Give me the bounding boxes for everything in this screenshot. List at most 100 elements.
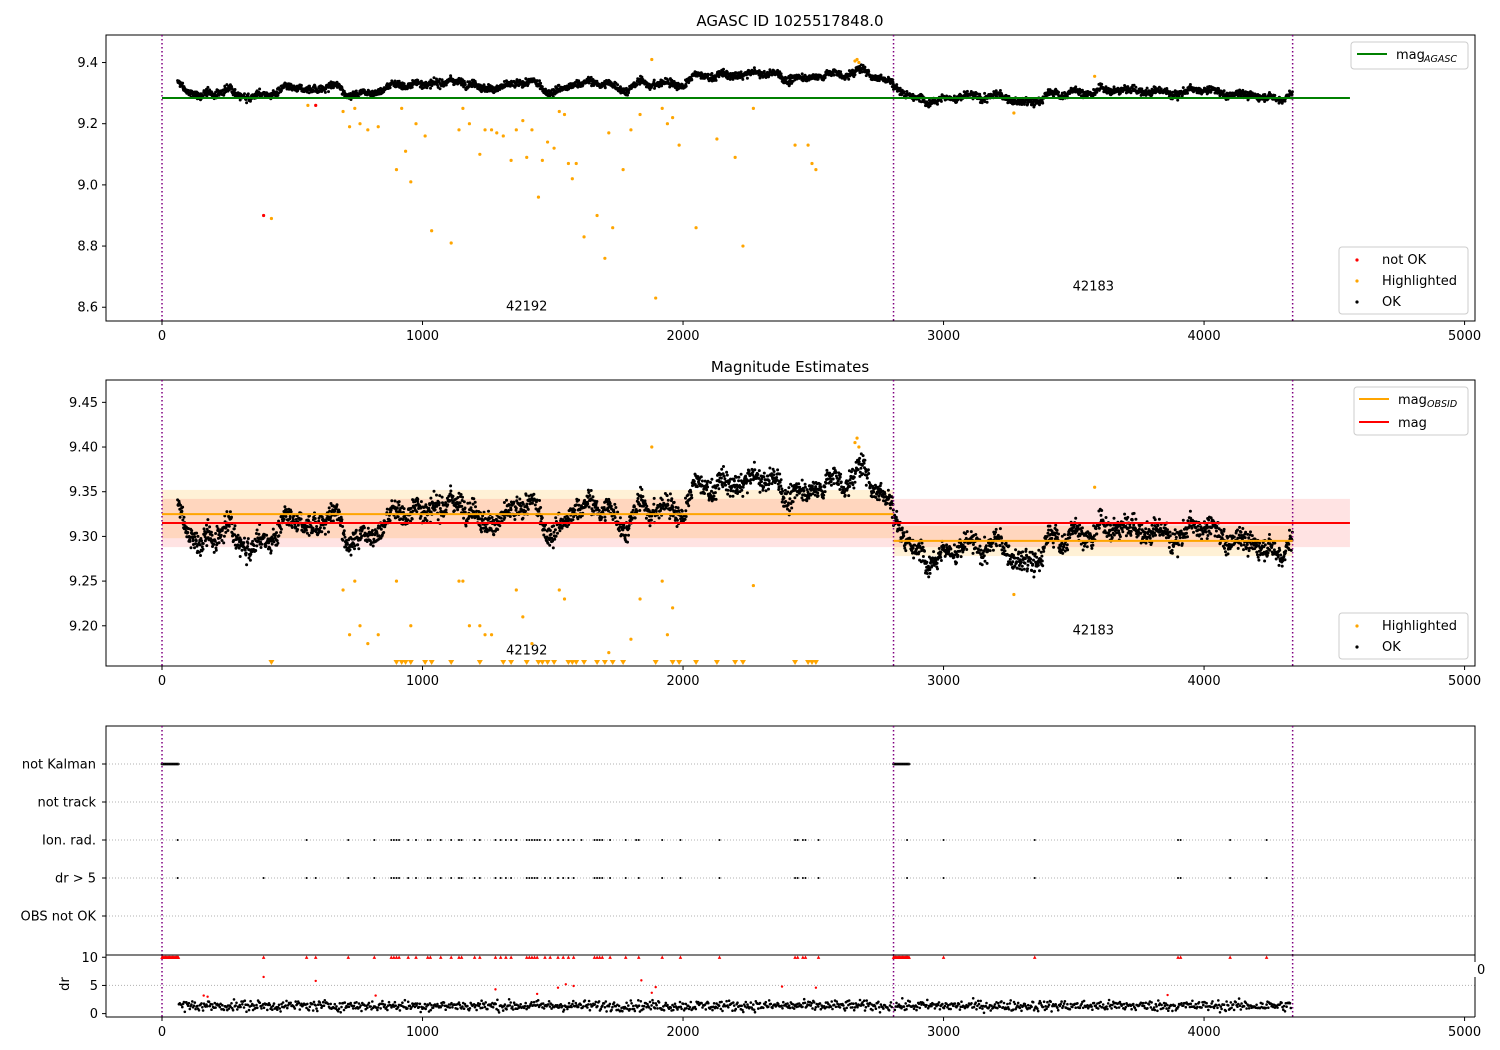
ok-point	[668, 517, 672, 521]
ok-point	[1186, 91, 1189, 95]
highlighted-point	[621, 167, 625, 172]
ok-point	[622, 88, 626, 92]
ok-point	[633, 505, 636, 509]
ok-point	[258, 87, 262, 91]
ok-point	[589, 75, 593, 79]
highlighted-point	[638, 112, 642, 117]
ok-point	[246, 537, 250, 541]
ok-point	[341, 538, 345, 542]
ok-point	[435, 493, 438, 497]
ok-point	[1112, 85, 1116, 89]
ok-point	[652, 78, 656, 82]
highlighted-point	[582, 235, 586, 239]
ok-point	[440, 495, 444, 499]
ok-point	[608, 501, 612, 505]
highlighted-point	[414, 122, 418, 126]
ok-point	[277, 534, 281, 538]
ok-point	[458, 501, 462, 505]
ok-point	[205, 544, 209, 548]
ok-point	[684, 84, 688, 88]
highlighted-point	[694, 226, 698, 230]
ok-point	[209, 530, 213, 534]
ok-point	[509, 508, 513, 512]
ok-point	[410, 517, 414, 521]
ok-point	[877, 79, 881, 83]
ok-point	[259, 546, 263, 549]
ok-point	[232, 527, 236, 531]
ok-point	[895, 83, 899, 87]
ok-point	[713, 491, 717, 495]
highlighted-point	[514, 128, 518, 132]
ok-point	[548, 543, 552, 547]
ok-point	[1132, 83, 1136, 87]
ok-point	[254, 549, 258, 553]
ok-point	[627, 533, 630, 537]
ok-point	[553, 537, 557, 541]
ok-point	[641, 495, 645, 498]
ok-point	[214, 532, 218, 535]
ok-point	[549, 532, 553, 536]
not-ok-point	[262, 213, 266, 218]
highlighted-point	[806, 143, 810, 147]
ok-point	[514, 506, 518, 510]
ok-point	[660, 84, 664, 88]
ok-point	[468, 501, 472, 505]
ok-point	[425, 519, 429, 523]
ok-point	[322, 526, 326, 530]
ok-point	[670, 497, 674, 501]
ok-point	[246, 92, 250, 96]
highlighted-point	[562, 112, 567, 117]
ok-point	[1038, 103, 1041, 107]
ok-point	[710, 72, 714, 75]
ok-point	[753, 468, 757, 472]
ok-point	[193, 535, 197, 539]
ok-point	[1283, 99, 1287, 103]
x-tick-label: 3000	[927, 329, 960, 344]
ok-point	[595, 500, 599, 503]
highlighted-point	[629, 128, 633, 132]
ok-point	[1273, 93, 1277, 97]
ok-point	[603, 86, 607, 90]
ok-point	[236, 533, 240, 537]
not-ok-point	[314, 103, 318, 107]
ok-point	[415, 510, 419, 514]
ok-point	[444, 508, 448, 512]
ok-point	[952, 94, 956, 98]
ok-point	[496, 528, 500, 531]
ok-point	[533, 503, 537, 507]
ok-point	[371, 529, 374, 532]
ok-point	[684, 515, 688, 518]
ok-point	[617, 529, 621, 533]
ok-point	[758, 76, 762, 80]
ok-point	[978, 92, 982, 96]
ok-point	[416, 497, 420, 501]
ok-point	[327, 90, 330, 94]
ok-point	[390, 499, 394, 503]
ok-point	[307, 519, 310, 523]
ok-point	[764, 489, 768, 493]
ok-point	[603, 515, 607, 519]
highlighted-point	[449, 241, 453, 245]
ok-point	[709, 481, 712, 484]
legend-marker-not-ok	[1355, 258, 1359, 262]
ok-point	[762, 471, 766, 475]
ok-point	[187, 89, 190, 92]
ok-point	[722, 67, 725, 71]
ok-point	[1176, 98, 1180, 102]
ok-point	[238, 555, 242, 558]
ok-point	[518, 497, 522, 501]
y-tick-label: 8.6	[77, 301, 98, 316]
ok-point	[722, 465, 725, 468]
ok-point	[677, 509, 681, 513]
ok-point	[289, 510, 293, 514]
ok-point	[308, 84, 311, 88]
ok-point	[362, 526, 366, 530]
ok-point	[311, 526, 315, 530]
ok-point	[1241, 88, 1245, 92]
ok-point	[429, 86, 432, 90]
highlighted-point	[552, 146, 556, 150]
ok-point	[524, 509, 527, 513]
ok-point	[762, 475, 766, 479]
ok-point	[429, 496, 433, 500]
